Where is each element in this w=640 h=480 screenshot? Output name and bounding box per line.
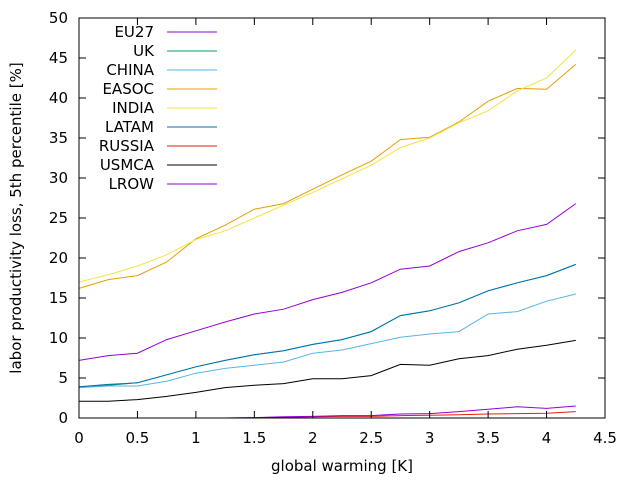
legend: EU27UKCHINAEASOCINDIALATAMRUSSIAUSMCALRO… xyxy=(99,23,217,193)
y-tick-label: 50 xyxy=(49,9,68,27)
series-line-latam xyxy=(78,263,576,388)
x-tick-label: 1.5 xyxy=(242,429,266,447)
x-tick-label: 2.5 xyxy=(359,429,383,447)
y-tick-label: 10 xyxy=(49,329,68,347)
legend-label: LATAM xyxy=(105,118,154,136)
series-line-lrow xyxy=(79,405,576,419)
x-axis-title: global warming [K] xyxy=(271,457,413,475)
series-line-china xyxy=(78,293,576,389)
legend-label: USMCA xyxy=(100,156,155,174)
legend-label: INDIA xyxy=(112,99,155,117)
legend-label: LROW xyxy=(109,175,155,193)
x-axis-ticks: 0 0.5 1 1.5 2 2.5 3 3.5 4 4.5 xyxy=(74,18,617,447)
plot-frame xyxy=(78,17,606,419)
series-line-india xyxy=(78,49,577,283)
x-tick-label: 4.5 xyxy=(593,429,617,447)
legend-label: EASOC xyxy=(102,80,154,98)
x-tick-label: 3.5 xyxy=(476,429,500,447)
series-line-easoc xyxy=(78,64,577,289)
y-tick-label: 25 xyxy=(49,209,68,227)
y-tick-label: 20 xyxy=(49,249,68,267)
y-axis-ticks: 0 5 10 15 20 25 30 35 40 45 50 xyxy=(49,9,605,427)
legend-label: UK xyxy=(133,42,155,60)
y-axis-title: labor productivity loss, 5th percentile … xyxy=(7,62,25,373)
series-line-usmca xyxy=(79,339,576,402)
y-tick-label: 45 xyxy=(49,49,68,67)
y-tick-label: 0 xyxy=(58,409,68,427)
series-line-russia xyxy=(79,411,576,419)
x-tick-label: 2 xyxy=(308,429,318,447)
x-tick-label: 4 xyxy=(542,429,552,447)
legend-label: CHINA xyxy=(106,61,154,79)
legend-label: EU27 xyxy=(114,23,154,41)
x-tick-label: 1 xyxy=(191,429,201,447)
x-tick-label: 0.5 xyxy=(126,429,150,447)
y-tick-label: 30 xyxy=(49,169,68,187)
x-tick-label: 3 xyxy=(425,429,435,447)
series-line-eu27 xyxy=(78,203,577,361)
y-tick-label: 15 xyxy=(49,289,68,307)
series-line-uk xyxy=(78,263,576,389)
y-tick-label: 40 xyxy=(49,89,68,107)
x-tick-label: 0 xyxy=(74,429,84,447)
y-tick-label: 35 xyxy=(49,129,68,147)
y-tick-label: 5 xyxy=(58,369,68,387)
legend-label: RUSSIA xyxy=(99,137,155,155)
